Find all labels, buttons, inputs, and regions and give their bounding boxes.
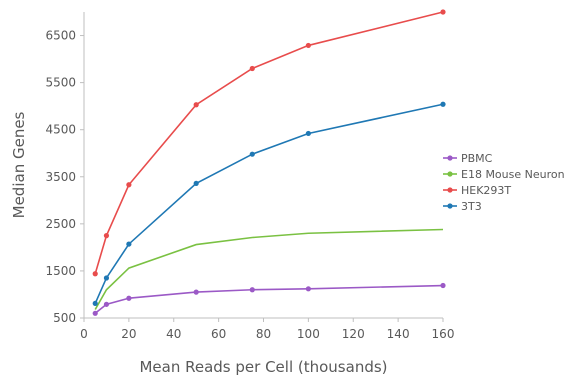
series-hek293t xyxy=(92,9,446,277)
x-tick-label: 20 xyxy=(121,327,136,341)
series-e18-mouse-neuron xyxy=(94,228,444,310)
series-pbmc xyxy=(92,282,446,316)
legend-item: 3T3 xyxy=(443,200,482,213)
x-tick-label: 0 xyxy=(80,327,88,341)
legend-swatch-marker xyxy=(447,171,453,177)
y-tick-label: 5500 xyxy=(45,76,76,90)
y-tick-label: 4500 xyxy=(45,123,76,137)
series-line xyxy=(94,284,444,314)
legend-label: E18 Mouse Neuron xyxy=(461,168,565,181)
data-point xyxy=(92,300,98,307)
data-point xyxy=(305,130,311,137)
data-point xyxy=(126,182,132,188)
data-point xyxy=(440,9,446,15)
legend-swatch-marker xyxy=(447,203,453,209)
chart-axes: 500 1500 2500 3500 4500 5500 6500 0 20 40 60 80 100 1… xyxy=(45,12,454,341)
legend-label: 3T3 xyxy=(461,200,482,213)
data-point xyxy=(103,275,110,281)
legend-item: PBMC xyxy=(443,152,493,165)
legend-item: E18 Mouse Neuron xyxy=(443,168,565,181)
legend-item: HEK293T xyxy=(443,184,511,197)
chart-legend: PBMC E18 Mouse Neuron HEK293T 3T3 xyxy=(443,152,565,213)
x-tick-label: 160 xyxy=(432,327,455,341)
x-tick-label: 40 xyxy=(166,327,181,341)
y-tick-label: 3500 xyxy=(45,170,76,184)
x-axis-title: Mean Reads per Cell (thousands) xyxy=(139,358,387,376)
data-point xyxy=(249,151,255,157)
legend-swatch-marker xyxy=(447,155,453,161)
x-tick-label: 80 xyxy=(256,327,271,341)
data-point xyxy=(126,295,132,301)
series-line xyxy=(94,11,444,274)
legend-swatch-marker xyxy=(447,187,453,193)
series-3t3 xyxy=(92,101,446,307)
data-point xyxy=(249,65,255,72)
series-line xyxy=(94,228,444,310)
data-point xyxy=(193,289,199,295)
data-point xyxy=(92,271,98,277)
y-axis-title: Median Genes xyxy=(10,111,28,218)
chart-series-layer xyxy=(92,9,446,316)
y-tick-label: 2500 xyxy=(45,217,76,231)
data-point xyxy=(103,301,110,307)
x-tick-label: 60 xyxy=(211,327,226,341)
legend-label: PBMC xyxy=(461,152,493,165)
x-tick-label: 100 xyxy=(297,327,320,341)
x-tick-label: 120 xyxy=(342,327,365,341)
data-point xyxy=(440,282,446,289)
series-line xyxy=(94,103,444,304)
data-point xyxy=(103,233,110,239)
data-point xyxy=(249,287,255,293)
data-point xyxy=(305,42,311,49)
y-tick-label: 500 xyxy=(53,311,76,325)
data-point xyxy=(193,102,199,108)
y-tick-label: 1500 xyxy=(45,264,76,278)
x-tick-label: 140 xyxy=(387,327,410,341)
data-point xyxy=(126,241,132,247)
data-point xyxy=(92,310,98,316)
legend-label: HEK293T xyxy=(461,184,511,197)
data-point xyxy=(440,101,446,107)
y-tick-label: 6500 xyxy=(45,29,76,43)
data-point xyxy=(193,180,199,186)
data-point xyxy=(305,286,311,292)
